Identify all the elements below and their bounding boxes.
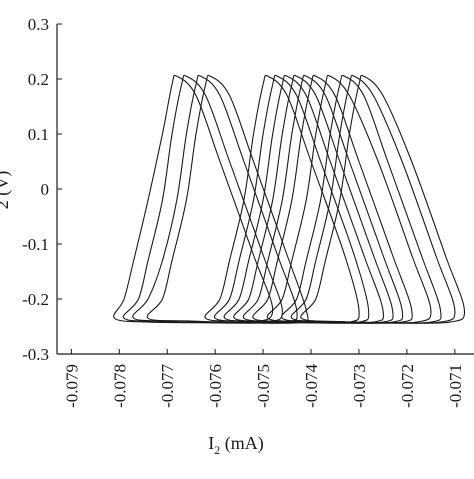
y-tick-label: 0.1 — [28, 125, 49, 144]
x-tick-label: -0.076 — [206, 364, 225, 408]
y-axis-title: 2 (V) — [0, 171, 13, 210]
x-axis-title-unit: (mA) — [220, 433, 264, 454]
x-axis-title-letter: I — [208, 433, 214, 453]
trajectory-loop — [146, 74, 309, 324]
x-tick-label: -0.071 — [446, 364, 465, 408]
y-tick-label: 0 — [41, 180, 50, 199]
ticks-layer: -0.3 -0.2 -0.1 0 0.1 0.2 0.3 -0.079 -0.078 -0.077… — [22, 15, 465, 408]
y-tick-label: 0.2 — [28, 70, 49, 89]
y-tick-label: -0.3 — [22, 345, 49, 364]
x-axis-title-subscript: 2 — [214, 443, 220, 457]
trajectory-loop — [300, 74, 466, 324]
trajectory-loop — [113, 74, 274, 324]
y-tick-label: 0.3 — [28, 15, 49, 34]
y-tick-label: -0.2 — [22, 290, 49, 309]
x-tick-label: -0.072 — [398, 364, 417, 408]
x-tick-label: -0.078 — [110, 364, 129, 408]
x-tick-label: -0.079 — [62, 364, 81, 408]
x-tick-label: -0.074 — [302, 364, 321, 408]
y-tick-label: -0.1 — [22, 235, 49, 254]
trajectory-layer — [113, 74, 466, 324]
x-tick-label: -0.073 — [350, 364, 369, 408]
x-axis-title: I2 (mA) — [208, 433, 264, 457]
x-tick-label: -0.075 — [254, 364, 273, 408]
x-tick-label: -0.077 — [158, 364, 177, 408]
trajectory-loop — [122, 74, 283, 324]
